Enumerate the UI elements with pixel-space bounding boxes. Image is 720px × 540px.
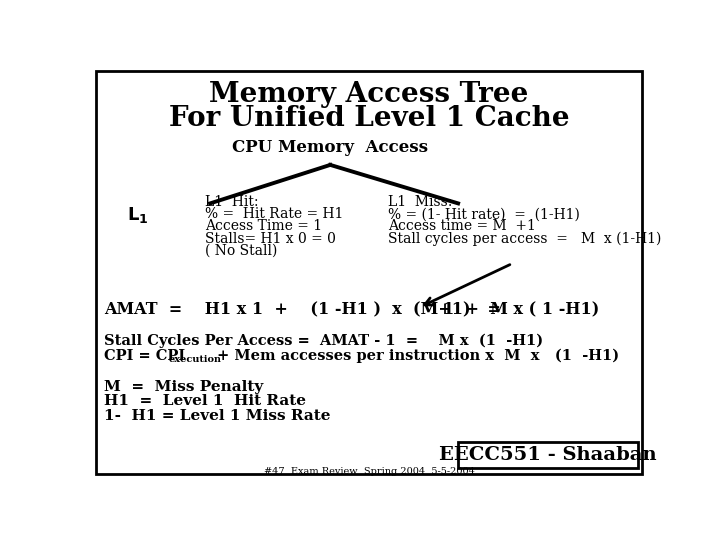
Text: EECC551 - Shaaban: EECC551 - Shaaban xyxy=(439,446,657,464)
Text: L1  Hit:: L1 Hit: xyxy=(204,195,258,209)
Text: execution: execution xyxy=(169,355,222,364)
Text: CPI = CPI: CPI = CPI xyxy=(104,349,185,363)
Text: + Mem accesses per instruction x  M  x   (1  -H1): + Mem accesses per instruction x M x (1 … xyxy=(212,349,620,363)
Text: #47  Exam Review  Spring 2004  5-5-2004: #47 Exam Review Spring 2004 5-5-2004 xyxy=(264,467,474,476)
Bar xyxy=(458,442,638,468)
Text: % =  Hit Rate = H1: % = Hit Rate = H1 xyxy=(204,207,343,221)
Text: Stall cycles per access  =   M  x (1-H1): Stall cycles per access = M x (1-H1) xyxy=(388,232,662,246)
Text: Memory Access Tree: Memory Access Tree xyxy=(210,80,528,107)
Text: Access Time = 1: Access Time = 1 xyxy=(204,219,322,233)
Text: 1-  H1 = Level 1 Miss Rate: 1- H1 = Level 1 Miss Rate xyxy=(104,409,330,423)
Text: CPU Memory  Access: CPU Memory Access xyxy=(233,139,428,157)
Text: For Unified Level 1 Cache: For Unified Level 1 Cache xyxy=(168,105,570,132)
Text: Access time = M  +1: Access time = M +1 xyxy=(388,219,536,233)
Text: 1  +  M x ( 1 -H1): 1 + M x ( 1 -H1) xyxy=(443,301,599,318)
Text: M  =  Miss Penalty: M = Miss Penalty xyxy=(104,380,264,394)
Text: Stall Cycles Per Access =  AMAT - 1  =    M x  (1  -H1): Stall Cycles Per Access = AMAT - 1 = M x… xyxy=(104,333,543,348)
Text: $\mathbf{L_1}$: $\mathbf{L_1}$ xyxy=(127,205,149,225)
Text: AMAT  =    H1 x 1  +    (1 -H1 )  x  (M+1)   =: AMAT = H1 x 1 + (1 -H1 ) x (M+1) = xyxy=(104,301,501,318)
Text: Stalls= H1 x 0 = 0: Stalls= H1 x 0 = 0 xyxy=(204,232,336,246)
Text: H1  =  Level 1  Hit Rate: H1 = Level 1 Hit Rate xyxy=(104,394,306,408)
Text: % = (1- Hit rate)  =  (1-H1): % = (1- Hit rate) = (1-H1) xyxy=(388,207,580,221)
Text: L1  Miss:: L1 Miss: xyxy=(388,195,453,209)
Text: ( No Stall): ( No Stall) xyxy=(204,244,277,258)
